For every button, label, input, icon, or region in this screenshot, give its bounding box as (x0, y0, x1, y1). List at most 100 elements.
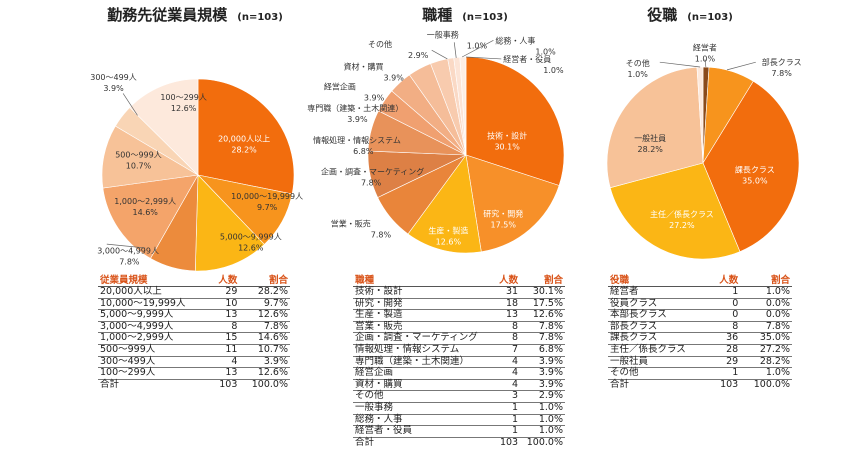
slice-value-label: 1.0% (543, 66, 564, 75)
row-label: 100～299人 (98, 368, 211, 380)
row-count: 29 (210, 286, 240, 299)
slice-value-label: 3.9% (384, 74, 405, 83)
row-percent: 3.9% (520, 368, 565, 380)
row-count: 31 (494, 286, 521, 299)
row-count: 13 (210, 310, 240, 322)
table-header-row: 従業員規模 人数 割合 (98, 272, 290, 287)
row-count: 4 (494, 368, 521, 380)
slice-value-label: 7.8% (119, 258, 140, 267)
row-count: 4 (494, 356, 521, 369)
table-row: 経営者・役員 1 1.0% (353, 426, 565, 438)
row-percent: 1.0% (740, 286, 792, 299)
row-count: 1 (494, 414, 521, 427)
position-panel: 役職 (n=103) (610, 0, 770, 461)
pie-slice (465, 154, 560, 253)
pie-slice (129, 78, 199, 176)
table-row: 経営者 1 1.0% (608, 286, 792, 299)
row-count: 4 (210, 356, 240, 369)
row-percent: 2.9% (520, 391, 565, 403)
table-row: その他 3 2.9% (353, 391, 565, 403)
slice-label: 営業・販売 (331, 219, 371, 229)
row-label: 専門職（建築・土木関連） (353, 356, 495, 369)
row-count: 8 (494, 333, 521, 345)
table-row: 本部長クラス 0 0.0% (608, 310, 792, 322)
row-percent: 12.6% (239, 310, 290, 322)
table-row: 営業・販売 8 7.8% (353, 321, 565, 334)
row-percent: 6.8% (520, 344, 565, 357)
table-row: 5,000～9,999人 13 12.6% (98, 310, 290, 322)
column-header: 役職 (608, 272, 711, 287)
table-row: 専門職（建築・土木関連） 4 3.9% (353, 356, 565, 369)
slice-label: その他 (626, 58, 650, 68)
row-label: 一般社員 (608, 356, 711, 369)
slice-value-label: 1.0% (467, 41, 488, 50)
row-label: 合計 (610, 378, 630, 390)
row-percent: 3.9% (520, 379, 565, 392)
column-header: 割合 (239, 272, 290, 287)
employee-size-table: 従業員規模 人数 割合 20,000人以上 29 28.2% 10,000～19,999人 1… (98, 272, 290, 390)
row-label: 経営者 (608, 286, 711, 299)
chart-title: 職種 (422, 6, 453, 24)
table-total-row: 合計 103 100.0% (608, 379, 792, 390)
slice-label: 専門職（建築・土木関連） (307, 103, 403, 113)
row-count: 8 (494, 321, 521, 334)
row-percent: 28.2% (239, 286, 290, 299)
pie-slice (102, 174, 199, 259)
table-row: 役員クラス 0 0.0% (608, 298, 792, 311)
row-label: 役員クラス (608, 298, 711, 311)
row-label: その他 (353, 391, 495, 403)
row-count: 1 (494, 426, 521, 438)
slice-label: 20,000人以上 (218, 134, 270, 143)
slice-value-label: 9.7% (257, 203, 278, 212)
table-row: 技術・設計 31 30.1% (353, 286, 565, 299)
pie-slice (197, 78, 295, 195)
slice-label: 経営企画 (324, 81, 356, 91)
row-label: 営業・販売 (353, 321, 495, 334)
row-label: 300～499人 (98, 356, 211, 369)
column-header: 割合 (520, 272, 565, 287)
leader-line (106, 243, 146, 249)
row-label: 経営者・役員 (353, 426, 495, 438)
row-label: 1,000～2,999人 (98, 333, 211, 345)
row-percent: 30.1% (520, 286, 565, 299)
column-header: 職種 (353, 272, 495, 287)
row-count: 1 (710, 368, 741, 380)
pie-slice (606, 66, 704, 189)
row-percent: 0.0% (740, 310, 792, 322)
row-percent: 1.0% (520, 426, 565, 438)
table-header-row: 職種 人数 割合 (353, 272, 565, 287)
slice-label: 3,000～4,999人 (97, 247, 159, 256)
row-count: 28 (710, 344, 741, 357)
row-count: 15 (210, 333, 240, 345)
row-percent: 3.9% (239, 356, 290, 369)
pie-slice (465, 56, 565, 186)
row-percent: 1.0% (740, 368, 792, 380)
table-row: 10,000～19,999人 10 9.7% (98, 298, 290, 311)
row-label: 一般事務 (353, 402, 495, 415)
slice-value-label: 14.6% (132, 208, 158, 217)
slice-value-label: 28.2% (231, 145, 257, 154)
job-type-panel: 職種 (n=103) (345, 0, 585, 461)
row-count: 11 (210, 344, 240, 357)
slice-value-label: 28.2% (637, 145, 663, 154)
row-label: 20,000人以上 (98, 286, 211, 299)
row-count: 7 (494, 344, 521, 357)
row-label: 課長クラス (608, 333, 711, 345)
slice-value-label: 3.9% (347, 115, 368, 124)
slice-label: 一般事務 (427, 29, 459, 39)
leader-line (704, 59, 707, 68)
table-total-row: 合計 103 100.0% (353, 437, 565, 448)
row-label: 研究・開発 (353, 298, 495, 311)
row-percent: 100.0% (251, 378, 288, 390)
pie-slice (702, 80, 800, 253)
slice-value-label: 7.8% (361, 179, 382, 188)
row-label: 合計 (100, 378, 120, 390)
row-count: 18 (494, 298, 521, 311)
table-row: 100～299人 13 12.6% (98, 368, 290, 380)
leader-line (465, 56, 502, 60)
row-label: 資材・購買 (353, 379, 495, 392)
row-count: 13 (210, 368, 240, 380)
position-title: 役職 (n=103) (610, 4, 770, 25)
row-percent: 17.5% (520, 298, 565, 311)
